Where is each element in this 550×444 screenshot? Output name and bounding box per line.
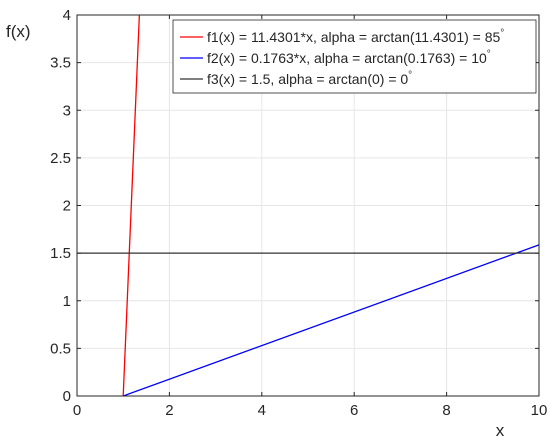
y-tick-label: 4 <box>63 7 71 24</box>
y-axis-label: f(x) <box>6 22 31 41</box>
legend-label-f2: f2(x) = 0.1763*x, alpha = arctan(0.1763)… <box>207 49 491 66</box>
y-tick-label: 3.5 <box>50 55 71 72</box>
y-tick-label: 2.5 <box>50 150 71 167</box>
x-tick-label: 10 <box>531 402 548 419</box>
x-axis-label: x <box>496 421 505 440</box>
x-tick-label: 8 <box>442 402 450 419</box>
y-tick-label: 1.5 <box>50 245 71 262</box>
x-tick-label: 2 <box>165 402 173 419</box>
series-line-f1 <box>122 14 141 397</box>
legend: f1(x) = 11.4301*x, alpha = arctan(11.430… <box>172 19 537 94</box>
legend-label-f1: f1(x) = 11.4301*x, alpha = arctan(11.430… <box>207 28 504 45</box>
x-tick-label: 4 <box>258 402 266 419</box>
y-tick-label: 1 <box>63 293 71 310</box>
y-tick-label: 0.5 <box>50 340 71 357</box>
series-lines <box>77 14 540 397</box>
series-line-f2 <box>122 244 540 397</box>
legend-items: f1(x) = 11.4301*x, alpha = arctan(11.430… <box>180 28 504 87</box>
y-tick-label: 0 <box>63 388 71 405</box>
legend-label-f3: f3(x) = 1.5, alpha = arctan(0) = 0° <box>207 70 412 87</box>
y-tick-label: 2 <box>63 198 71 215</box>
x-tick-label: 6 <box>350 402 358 419</box>
ticks: 0 2 4 6 8 10 0 0.5 1 1.5 2 2.5 3 3.5 4 <box>50 7 547 419</box>
y-tick-label: 3 <box>63 102 71 119</box>
x-tick-label: 0 <box>73 402 81 419</box>
legend-box <box>172 19 537 94</box>
